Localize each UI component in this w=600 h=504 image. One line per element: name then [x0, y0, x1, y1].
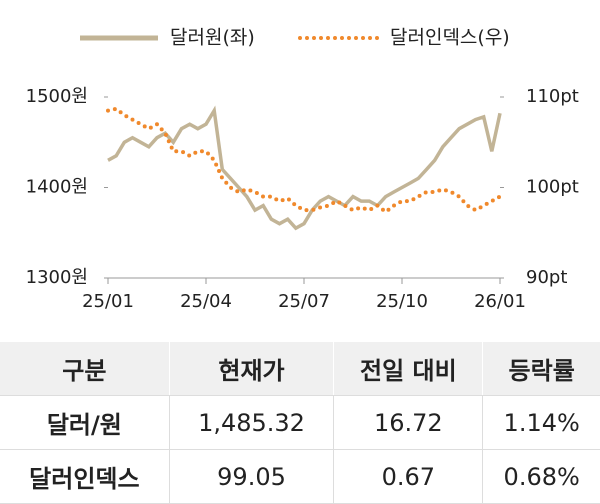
x-tick-label: 25/04 [180, 291, 232, 312]
cell: 99.05 [168, 449, 334, 504]
header-cell: 등락률 [482, 342, 600, 396]
cell: 0.67 [333, 449, 483, 504]
y-tick-label: 1300원 [26, 267, 88, 288]
y2-tick-label: 110pt [526, 86, 579, 107]
header-cell: 현재가 [168, 342, 334, 396]
x-tick-label: 25/07 [278, 291, 330, 312]
series-line [107, 105, 502, 231]
cell: 달러/원 [0, 395, 170, 450]
x-tick-label: 25/10 [376, 291, 428, 312]
header-cell: 구분 [0, 342, 170, 396]
x-tick-label: 26/01 [474, 291, 526, 312]
cell: 0.68% [482, 449, 600, 504]
legend-label: 달러원(좌) [170, 27, 255, 49]
legend-label: 달러인덱스(우) [390, 27, 510, 49]
chart: 1300원 1400원 1500원 90pt 100pt 110pt 25/01 25/04 2… [26, 27, 579, 313]
cell: 달러인덱스 [0, 449, 170, 504]
x-tick-label: 25/01 [82, 291, 134, 312]
y2-tick-label: 100pt [526, 177, 579, 198]
y2-tick-label: 90pt [526, 267, 567, 288]
series-line [106, 106, 502, 215]
header-cell: 전일 대비 [333, 342, 483, 396]
cell: 16.72 [333, 395, 483, 450]
y-tick-label: 1400원 [26, 177, 88, 198]
y-tick-label: 1500원 [26, 86, 88, 107]
cell: 1,485.32 [168, 395, 334, 450]
cell: 1.14% [482, 395, 600, 450]
